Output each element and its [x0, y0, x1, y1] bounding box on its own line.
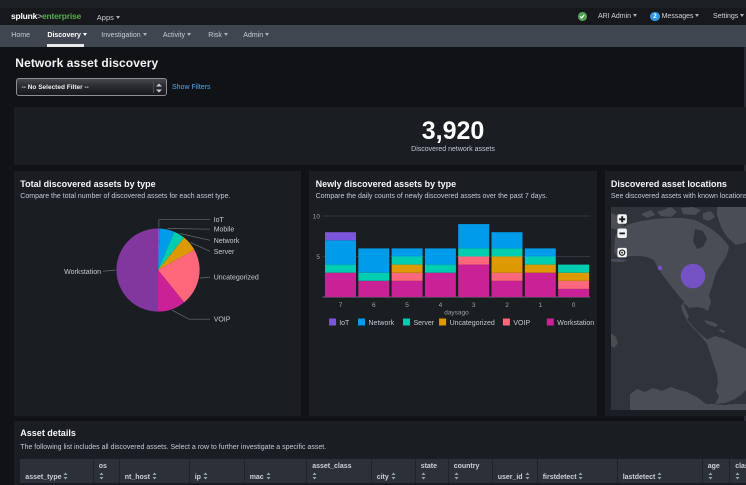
svg-text:10: 10 — [313, 214, 321, 221]
svg-text:2: 2 — [505, 302, 509, 309]
svg-text:5: 5 — [406, 302, 410, 309]
svg-text:Uncategorized: Uncategorized — [214, 275, 259, 282]
svg-text:IoT: IoT — [339, 320, 350, 327]
svg-text:IoT: IoT — [214, 217, 225, 224]
svg-text:Workstation: Workstation — [64, 269, 101, 276]
svg-text:6: 6 — [372, 302, 376, 309]
svg-text:5: 5 — [317, 254, 321, 261]
svg-text:Network: Network — [214, 238, 240, 245]
svg-text:4: 4 — [439, 302, 443, 309]
svg-text:Network: Network — [369, 320, 395, 327]
svg-text:3: 3 — [472, 302, 476, 309]
svg-text:0: 0 — [572, 302, 576, 309]
svg-text:1: 1 — [539, 302, 543, 309]
svg-text:Server: Server — [214, 249, 235, 256]
svg-text:VOIP: VOIP — [214, 317, 231, 324]
svg-text:Uncategorized: Uncategorized — [450, 320, 495, 327]
svg-text:Workstation: Workstation — [558, 320, 595, 327]
svg-text:daysago: daysago — [445, 310, 470, 317]
svg-text:Mobile: Mobile — [214, 227, 235, 234]
svg-text:VOIP: VOIP — [514, 320, 531, 327]
svg-text:Server: Server — [414, 320, 435, 327]
svg-text:7: 7 — [339, 302, 343, 309]
